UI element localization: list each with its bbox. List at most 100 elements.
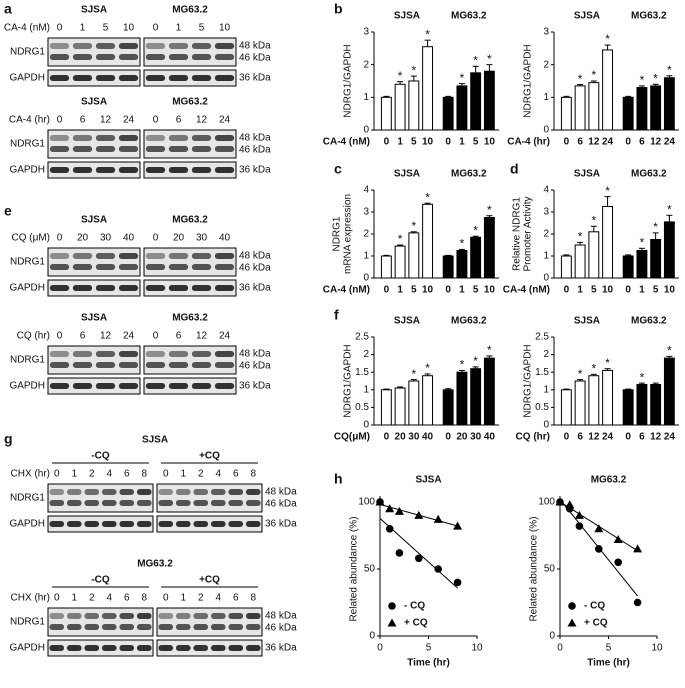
x-tick-label: 0 [384,432,390,443]
x-tick-label: 0 [445,137,451,148]
band [191,351,212,357]
band [95,43,116,49]
bar [408,80,420,131]
legend-label: + CQ [584,618,608,629]
band [119,489,135,495]
band [95,135,116,141]
row-label: GAPDH [9,283,45,294]
x-tick-label: 5 [653,285,659,296]
x-tick-label: 0 [445,285,451,296]
bar [574,244,586,279]
band [119,521,135,527]
kda-label: 46 kDa [239,361,271,372]
x-axis-label: CA-4 (hr) [507,137,550,148]
band [168,285,189,291]
lane-label: 12 [100,331,112,342]
bar [636,384,648,426]
y-tick-label: 2 [543,229,549,240]
lane-label: 0 [153,115,159,126]
band [168,264,189,270]
x-tick-label: 12 [650,432,662,443]
band [193,521,209,527]
lane-label: 1 [176,23,182,34]
lane-label: 8 [250,593,256,604]
marker [385,525,394,533]
band [119,500,135,506]
group-label: MG63.2 [631,11,667,22]
band [158,613,174,619]
significance-mark: * [473,354,478,368]
marker [565,500,575,509]
significance-mark: * [398,232,403,246]
y-tick-label: 1 [543,92,549,103]
y-tick-label: 50 [544,564,556,575]
blot-box [143,37,237,67]
band [145,167,166,173]
band [168,253,189,259]
x-tick-label: 40 [422,432,434,443]
group-label: SJSA [574,11,600,22]
treatment-label: CHX (hr) [11,593,50,604]
band [49,264,70,270]
y-tick-label: 0 [549,631,555,642]
band [214,383,235,389]
band [191,135,212,141]
lane-label: 6 [124,469,130,480]
band [168,167,189,173]
y-tick-label: 0 [543,420,549,431]
x-tick-label: 10 [651,643,663,654]
band [84,624,100,630]
band [95,264,116,270]
band [49,75,70,81]
bar [650,85,662,131]
y-axis-label: NDRG1/GAPDH [523,44,534,117]
legend-label: - CQ [584,601,605,612]
band [145,383,166,389]
band [72,383,93,389]
lane-label: 0 [163,469,169,480]
band [145,43,166,49]
x-tick-label: 12 [588,432,600,443]
y-tick-label: 4 [543,185,549,196]
band [228,500,244,506]
y-tick-label: 2 [363,59,369,70]
lane-label: 4 [215,469,221,480]
x-tick-label: 10 [471,643,483,654]
kda-label: 46 kDa [239,263,271,274]
significance-mark: * [460,237,465,251]
band [49,135,70,141]
bar [663,77,675,131]
x-tick-label: 1 [639,285,645,296]
band [66,500,82,506]
kda-label: 36 kDa [239,381,271,392]
blot-group: MG63.2 [172,313,208,324]
band [118,167,139,173]
y-tick-label: 0.5 [355,402,369,413]
y-tick-label: 2 [543,59,549,70]
blot-box [47,377,141,395]
band [168,351,189,357]
panel-letter: a [4,1,12,17]
lane-label: 1 [71,469,77,480]
band [84,500,100,506]
band [191,54,212,60]
band [168,75,189,81]
marker [433,514,443,523]
group-label: MG63.2 [631,316,667,327]
band [118,362,139,368]
blot-box [156,639,263,657]
bar [663,357,675,426]
blot-group: SJSA [81,97,107,108]
y-axis-label: NDRG1/GAPDH [343,344,354,417]
x-tick-label: 12 [650,137,662,148]
lane-label: 8 [250,469,256,480]
bar [394,83,406,131]
significance-mark: * [425,190,430,204]
lane-label: 2 [198,593,204,604]
band [145,253,166,259]
blot-box [47,69,141,87]
y-tick-label: 1.5 [535,367,549,378]
x-tick-label: 5 [411,285,417,296]
y-tick-label: 3 [363,207,369,218]
significance-mark: * [605,184,610,198]
